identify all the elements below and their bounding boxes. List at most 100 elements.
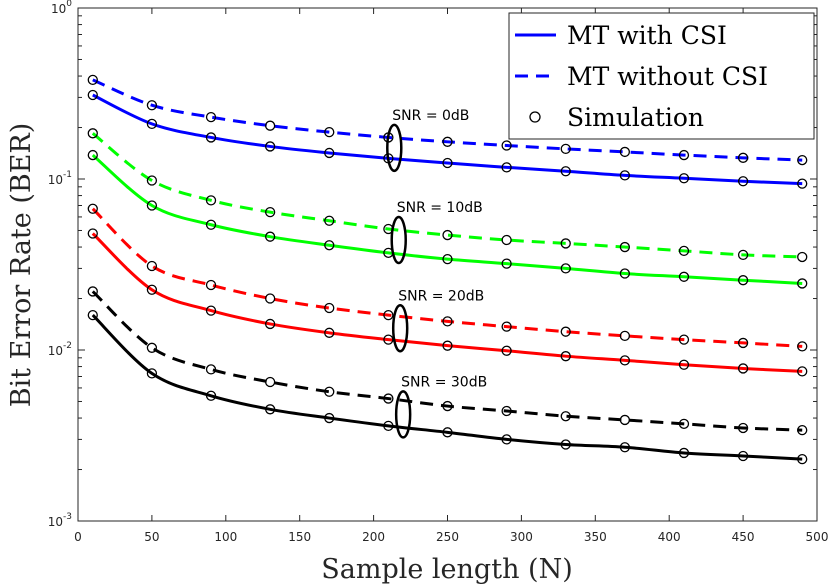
series-line-20db-dashed xyxy=(91,207,803,348)
series-line-0db-dashed xyxy=(92,78,803,162)
simulation-marker xyxy=(737,176,749,187)
simulation-marker xyxy=(442,316,453,327)
simulation-marker xyxy=(205,364,217,375)
snr-ellipse xyxy=(394,390,412,439)
x-tick-label: 100 xyxy=(214,530,237,544)
simulation-marker xyxy=(501,258,512,269)
simulation-marker xyxy=(678,271,690,282)
simulation-marker xyxy=(146,200,158,211)
simulation-marker xyxy=(737,363,749,374)
simulation-marker xyxy=(797,424,808,436)
simulation-marker xyxy=(501,405,512,417)
simulation-marker xyxy=(560,411,571,422)
simulation-marker xyxy=(619,414,631,426)
simulation-marker xyxy=(737,152,749,163)
snr-ellipse xyxy=(386,123,403,173)
simulation-marker xyxy=(146,118,158,130)
simulation-marker xyxy=(87,74,98,86)
series-line-10db-solid xyxy=(91,153,803,285)
x-tick-label: 300 xyxy=(510,530,533,544)
simulation-marker xyxy=(205,111,217,123)
simulation-marker xyxy=(619,241,631,253)
simulation-marker xyxy=(442,253,453,265)
snr-annotations: SNR = 0dB SNR = 10dB SNR = 20dB SNR = 30dB xyxy=(386,108,487,439)
simulation-marker xyxy=(678,334,690,345)
snr-ellipse xyxy=(391,304,409,353)
x-tick-label: 0 xyxy=(74,530,82,544)
simulation-marker xyxy=(619,146,631,158)
series-group xyxy=(91,78,803,461)
y-tick-label: 10-2 xyxy=(48,341,72,358)
simulation-marker xyxy=(501,162,512,173)
simulation-marker xyxy=(442,229,453,241)
simulation-marker xyxy=(264,293,276,304)
simulation-marker xyxy=(264,318,276,330)
simulation-marker xyxy=(737,275,749,286)
simulation-marker xyxy=(560,238,571,249)
simulation-marker xyxy=(560,166,571,177)
y-tick-label: 10-3 xyxy=(48,512,72,529)
legend-label-with-csi: MT with CSI xyxy=(567,21,727,50)
series-line-30db-dashed xyxy=(91,290,803,432)
simulation-marker xyxy=(737,337,749,349)
simulation-marker xyxy=(146,342,158,353)
simulation-marker xyxy=(678,149,690,161)
simulation-marker xyxy=(87,89,98,101)
simulation-marker xyxy=(146,368,158,379)
legend: MT with CSI MT without CSI Simulation xyxy=(508,12,815,140)
simulation-marker xyxy=(797,341,808,352)
simulation-marker xyxy=(737,450,749,462)
simulation-marker xyxy=(205,279,217,291)
simulation-marker xyxy=(560,326,571,337)
simulation-marker xyxy=(324,302,335,314)
simulation-marker xyxy=(324,327,335,338)
simulation-marker xyxy=(442,400,453,412)
x-tick-label: 250 xyxy=(436,530,459,544)
simulation-marker xyxy=(205,219,217,230)
simulation-marker xyxy=(383,420,394,432)
snr-annotation-label: SNR = 0dB xyxy=(392,108,469,124)
simulation-marker xyxy=(797,251,808,263)
simulation-marker xyxy=(146,260,158,272)
simulation-marker xyxy=(797,278,808,289)
simulation-marker xyxy=(619,268,631,279)
simulation-marker xyxy=(678,173,690,184)
simulation-marker xyxy=(560,439,571,450)
x-tick-label: 400 xyxy=(658,530,681,544)
simulation-marker xyxy=(205,132,217,143)
simulation-marker xyxy=(383,309,394,321)
simulation-marker xyxy=(87,149,98,161)
simulation-marker xyxy=(442,157,453,169)
simulation-marker xyxy=(501,234,512,246)
y-axis-label: Bit Error Rate (BER) xyxy=(6,123,37,408)
legend-simulation-marker xyxy=(529,111,541,123)
simulation-marker xyxy=(383,393,394,404)
simulation-marker xyxy=(146,100,158,111)
snr-annotation-label: SNR = 10dB xyxy=(397,200,483,216)
simulation-marker xyxy=(205,390,217,401)
legend-box xyxy=(508,12,815,140)
simulation-marker xyxy=(560,351,571,362)
x-tick-label: 500 xyxy=(806,530,829,544)
snr-ellipse xyxy=(390,215,407,265)
simulation-marker xyxy=(619,442,631,453)
simulation-marker xyxy=(619,170,631,181)
simulation-marker xyxy=(797,178,808,189)
simulation-marker xyxy=(442,340,453,351)
x-tick-label: 50 xyxy=(144,530,159,544)
simulation-marker xyxy=(678,447,690,459)
simulation-marker xyxy=(264,404,276,415)
simulation-marker xyxy=(797,154,808,166)
simulation-marker xyxy=(619,330,631,341)
series-line-30db-solid xyxy=(91,314,803,461)
simulation-marker xyxy=(264,231,276,242)
simulation-marker xyxy=(737,249,749,261)
series-line-0db-solid xyxy=(92,93,803,186)
series-line-10db-dashed xyxy=(91,132,803,259)
simulation-marker xyxy=(678,359,690,370)
x-tick-label: 450 xyxy=(732,530,755,544)
simulation-marker xyxy=(87,309,98,321)
simulation-marker xyxy=(501,140,512,151)
simulation-marker xyxy=(146,175,158,186)
